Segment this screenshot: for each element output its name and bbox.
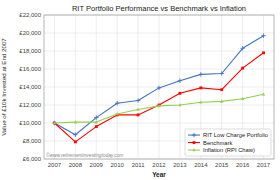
marker [73, 133, 77, 137]
x-tick-label: 2016 [236, 162, 250, 168]
x-tick-label: 2011 [132, 162, 146, 168]
marker [136, 108, 139, 111]
marker [178, 103, 181, 106]
marker [74, 141, 77, 144]
legend-label: RIT Low Charge Portfolio [203, 132, 268, 138]
x-tick-label: 2007 [48, 162, 62, 168]
marker [261, 34, 265, 38]
y-tick-label: £22,000 [19, 12, 41, 18]
y-tick-label: £14,000 [19, 84, 41, 90]
marker [199, 87, 202, 90]
grid-line [75, 15, 76, 159]
x-tick-label: 2009 [90, 162, 104, 168]
grid-line [179, 15, 180, 159]
x-tick-label: 2013 [173, 162, 187, 168]
grid-line [54, 15, 55, 159]
x-tick-label: 2010 [111, 162, 125, 168]
grid-line [96, 15, 97, 159]
marker [199, 72, 203, 76]
legend: RIT Low Charge Portfolio BenchmarkInflati… [185, 129, 271, 156]
grid-line [117, 15, 118, 159]
marker [157, 104, 160, 107]
marker [137, 114, 140, 117]
y-tick-label: £20,000 [19, 30, 41, 36]
grid-line [138, 15, 139, 159]
marker [158, 104, 161, 107]
y-tick-label: £8,000 [23, 138, 42, 144]
marker [178, 79, 182, 83]
marker [115, 101, 119, 105]
marker [220, 88, 223, 91]
marker [241, 67, 244, 70]
x-tick-label: 2015 [215, 162, 229, 168]
legend-marker [192, 133, 196, 137]
marker [136, 98, 140, 102]
x-axis-label: Year [152, 171, 166, 178]
marker [199, 101, 202, 104]
plot-area [44, 15, 274, 159]
y-tick-label: £10,000 [19, 120, 41, 126]
watermark: ©www.retirementinvestingtoday.com [46, 152, 123, 158]
marker [220, 100, 223, 103]
series-group [52, 34, 265, 144]
plot-frame [44, 15, 274, 159]
marker [94, 115, 98, 119]
marker [241, 97, 244, 100]
marker [95, 120, 98, 123]
marker [74, 120, 77, 123]
marker [240, 46, 244, 50]
y-tick-label: £16,000 [19, 66, 41, 72]
marker [220, 71, 224, 75]
marker [262, 92, 265, 95]
legend-marker [193, 141, 196, 144]
y-tick-label: £12,000 [19, 102, 41, 108]
legend-marker [192, 148, 195, 151]
legend-label: Inflation (RPI Chaw) [203, 147, 255, 153]
marker [115, 112, 118, 115]
x-tick-label: 2017 [257, 162, 271, 168]
marker [157, 86, 161, 90]
marker [53, 122, 56, 125]
marker [95, 125, 98, 128]
marker [262, 51, 265, 54]
series-line [54, 36, 263, 135]
legend-label: Benchmark [203, 140, 232, 146]
x-tick-label: 2008 [69, 162, 83, 168]
series-line [54, 94, 263, 123]
marker [179, 92, 182, 95]
legend-box [185, 129, 271, 156]
series-line [54, 53, 263, 142]
y-axis-label: Value of £10k Invested at End 2007 [0, 38, 7, 136]
y-tick-label: £18,000 [19, 48, 41, 54]
y-tick-label: £6,000 [23, 156, 42, 162]
marker [53, 121, 56, 124]
legend-swatch [188, 142, 200, 143]
title: RIT Portfolio Performance vs Benchmark v… [72, 4, 246, 13]
x-tick-label: 2014 [194, 162, 208, 168]
chart: £6,000 £8,000 £10,000 £12,000 £14,000 £16,000… [0, 0, 280, 180]
x-tick-label: 2012 [152, 162, 166, 168]
